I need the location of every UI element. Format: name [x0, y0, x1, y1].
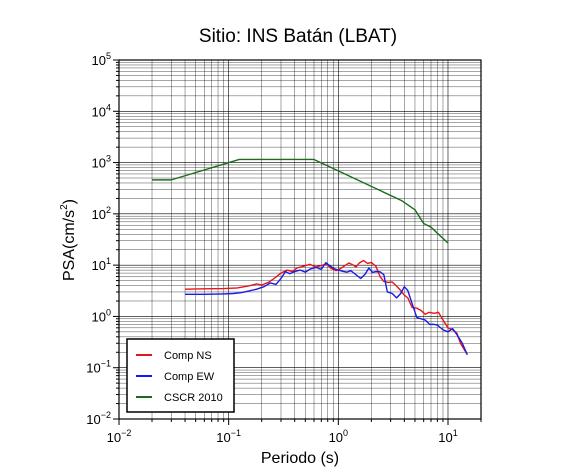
y-tick-label-base: 10: [92, 104, 106, 119]
y-tick-label-base: 10: [92, 156, 106, 171]
x-tick-label-base: 10: [438, 430, 452, 445]
y-tick-label-exp: 0: [106, 307, 111, 317]
plot-frame: [118, 59, 482, 420]
y-tick-label: 102: [92, 205, 111, 222]
y-tick-label-base: 10: [92, 309, 106, 324]
y-tick-label-exp: 2: [106, 205, 111, 215]
x-tick-label-exp: −2: [121, 428, 131, 438]
y-tick-label-base: 10: [92, 258, 106, 273]
y-axis-label-exp: 2: [59, 204, 70, 210]
grid: [118, 59, 482, 420]
chart-title: Sitio: INS Batán (LBAT): [199, 26, 397, 47]
y-tick-label: 101: [92, 256, 111, 273]
y-axis-label-close: ): [61, 199, 78, 204]
x-tick-label-exp: −1: [231, 428, 241, 438]
legend-label: CSCR 2010: [164, 392, 223, 404]
y-tick-label: 105: [92, 51, 111, 68]
series-line-1: [185, 259, 468, 355]
x-tick-label-exp: 1: [453, 428, 458, 438]
legend-items: Comp NS Comp EW CSCR 2010: [136, 350, 223, 404]
y-tick-label: 100: [92, 307, 111, 324]
legend-label: Comp NS: [164, 350, 212, 362]
y-tick-label-exp: 1: [106, 256, 111, 266]
y-axis-label-base: PSA(cm/s: [61, 210, 78, 281]
y-tick-label-exp: −2: [101, 410, 111, 420]
x-tick-label: 10−2: [107, 428, 132, 445]
x-tick-label-base: 10: [216, 430, 230, 445]
x-tick-label-base: 10: [107, 430, 121, 445]
x-tick-label-exp: 0: [343, 428, 348, 438]
y-tick-label: 10−1: [86, 359, 111, 376]
x-tick-label-base: 10: [329, 430, 343, 445]
y-tick-label-exp: 4: [106, 102, 111, 112]
series-line-3: [152, 158, 449, 244]
y-tick-label-base: 10: [86, 412, 100, 427]
legend-label: Comp EW: [164, 371, 215, 383]
y-tick-label-base: 10: [86, 361, 100, 376]
y-tick-label-base: 10: [92, 207, 106, 222]
x-axis-label: Periodo (s): [261, 450, 339, 467]
x-tick-labels: 10−2 10−1 100 101: [107, 428, 458, 445]
y-tick-label: 104: [92, 102, 111, 119]
series-line-2: [185, 261, 468, 355]
legend: Comp NS Comp EW CSCR 2010: [126, 338, 235, 413]
x-tick-label: 101: [438, 428, 457, 445]
y-tick-label-exp: −1: [101, 359, 111, 369]
y-tick-label: 103: [92, 154, 111, 171]
x-tick-label: 10−1: [216, 428, 241, 445]
y-tick-label-exp: 5: [106, 51, 111, 61]
y-axis-label: PSA(cm/s2): [59, 199, 78, 281]
series-group: [152, 158, 468, 355]
y-tick-label-exp: 3: [106, 154, 111, 164]
y-tick-label-base: 10: [92, 53, 106, 68]
axis-ticks: [113, 59, 482, 425]
y-tick-label: 10−2: [86, 410, 111, 427]
x-tick-label: 100: [329, 428, 348, 445]
